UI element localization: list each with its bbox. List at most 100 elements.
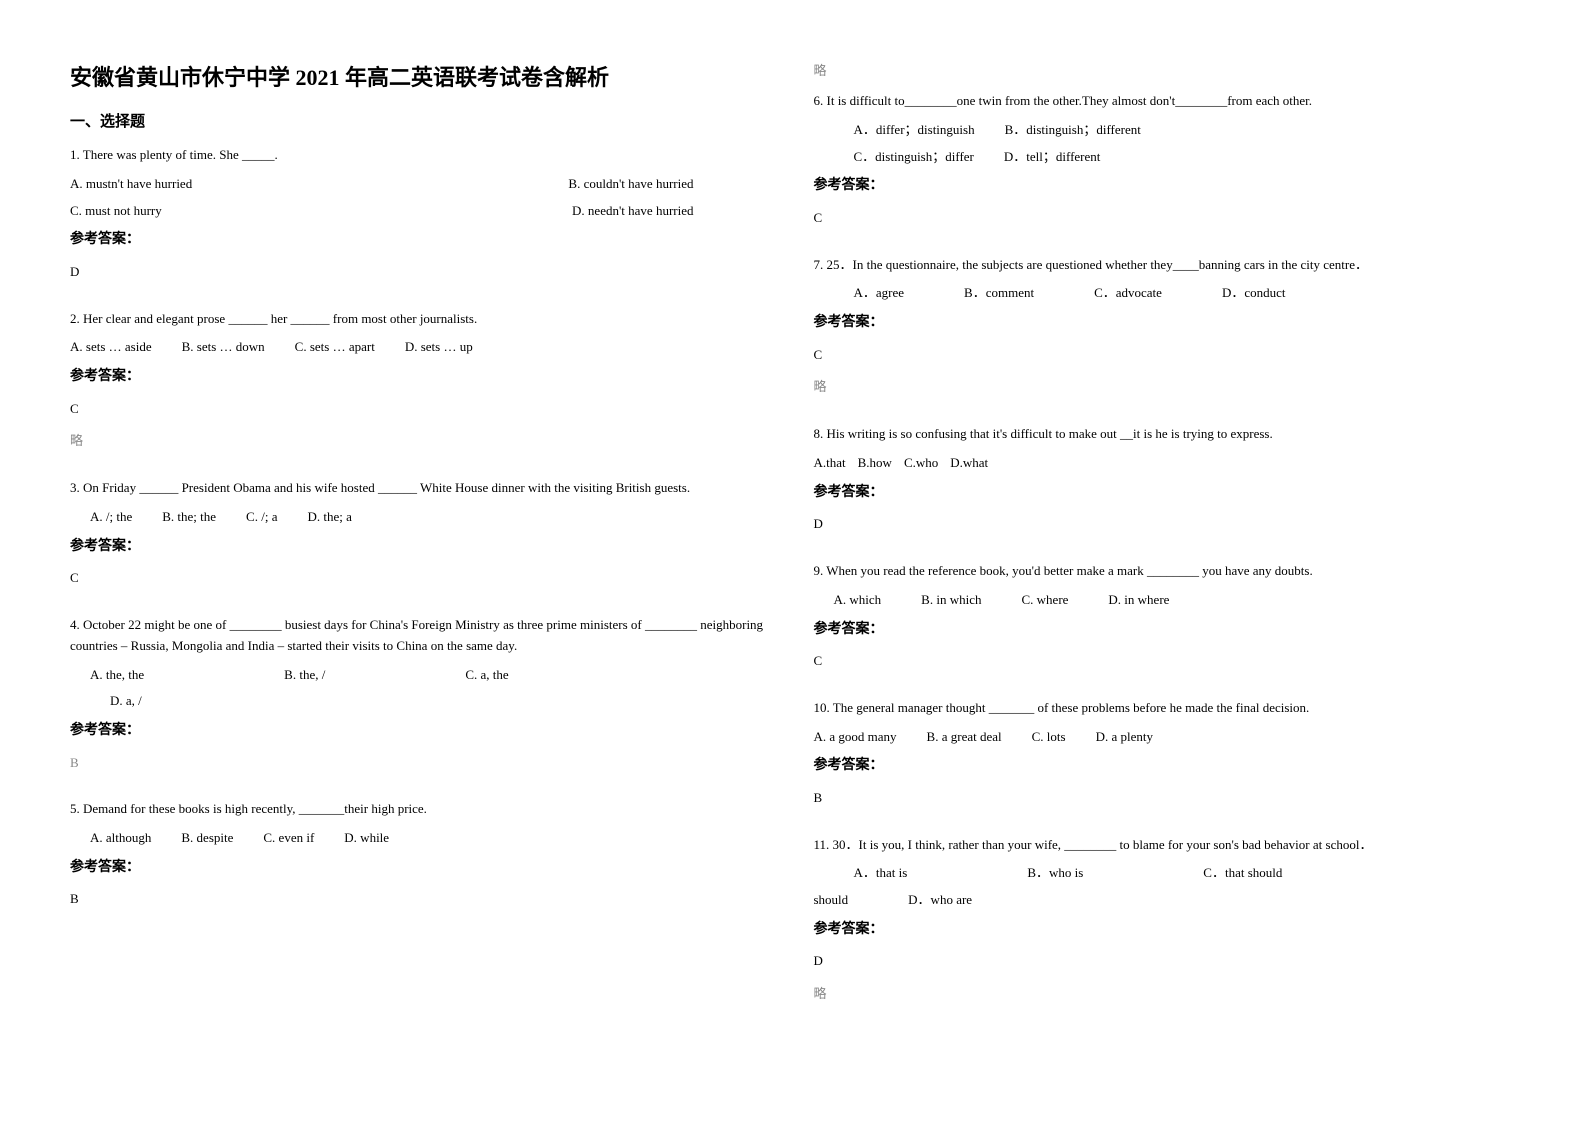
question-2: 2. Her clear and elegant prose ______ he…: [70, 309, 774, 465]
q11-optD: D．who are: [908, 890, 972, 911]
q9-optC: C. where: [1021, 590, 1068, 611]
q10-text: 10. The general manager thought _______ …: [814, 698, 1518, 719]
q7-lue: 略: [814, 377, 1518, 398]
q4-optB: B. the, /: [284, 665, 325, 686]
q10-optC: C. lots: [1032, 727, 1066, 748]
q7-optD: D．conduct: [1222, 283, 1286, 304]
question-9: 9. When you read the reference book, you…: [814, 561, 1518, 684]
q4-answer: B: [70, 753, 774, 774]
q9-optD: D. in where: [1108, 590, 1169, 611]
question-5: 5. Demand for these books is high recent…: [70, 799, 774, 922]
q5-optD: D. while: [344, 828, 389, 849]
right-column: 略 6. It is difficult to________one twin …: [794, 60, 1538, 1062]
q6-text: 6. It is difficult to________one twin fr…: [814, 91, 1518, 112]
q1-text: 1. There was plenty of time. She _____.: [70, 145, 774, 166]
q11-optC: C．that should: [1203, 863, 1282, 884]
q9-text: 9. When you read the reference book, you…: [814, 561, 1518, 582]
q5-options: A. although B. despite C. even if D. whi…: [70, 828, 774, 849]
q11-lue: 略: [814, 984, 1518, 1005]
q6-answer-label: 参考答案：: [814, 175, 1518, 197]
q8-optC: C.who: [904, 453, 938, 474]
q6-answer: C: [814, 208, 1518, 229]
q6-optD: D．tell；different: [1004, 147, 1101, 168]
q11-optB: B．who is: [1027, 863, 1083, 884]
q2-options: A. sets … aside B. sets … down C. sets ……: [70, 337, 774, 358]
q11-options-row2: should D．who are: [814, 890, 1518, 911]
q7-answer-label: 参考答案：: [814, 312, 1518, 334]
q3-answer: C: [70, 568, 774, 589]
q3-text: 3. On Friday ______ President Obama and …: [70, 478, 774, 499]
q2-answer: C: [70, 399, 774, 420]
q6-optC: C．distinguish；differ: [854, 147, 974, 168]
q4-optA: A. the, the: [90, 665, 144, 686]
q2-optB: B. sets … down: [182, 337, 265, 358]
q1-optB: B. couldn't have hurried: [568, 174, 693, 195]
q3-optC: C. /; a: [246, 507, 277, 528]
q7-optB: B．comment: [964, 283, 1034, 304]
q4-optD: D. a, /: [70, 691, 774, 712]
q3-options: A. /; the B. the; the C. /; a D. the; a: [70, 507, 774, 528]
left-column: 安徽省黄山市休宁中学 2021 年高二英语联考试卷含解析 一、选择题 1. Th…: [50, 60, 794, 1062]
q10-answer: B: [814, 788, 1518, 809]
q11-cont: should: [814, 890, 849, 911]
q5-optB: B. despite: [181, 828, 233, 849]
q5-answer: B: [70, 889, 774, 910]
question-1: 1. There was plenty of time. She _____. …: [70, 145, 774, 295]
q9-optA: A. which: [834, 590, 882, 611]
q8-answer: D: [814, 514, 1518, 535]
question-10: 10. The general manager thought _______ …: [814, 698, 1518, 821]
q8-options: A.that B.how C.who D.what: [814, 453, 1518, 474]
q10-optB: B. a great deal: [927, 727, 1002, 748]
q7-answer: C: [814, 345, 1518, 366]
q8-optD: D.what: [950, 453, 988, 474]
q5-optA: A. although: [90, 828, 151, 849]
question-11: 11. 30．It is you, I think, rather than y…: [814, 835, 1518, 1017]
q7-optA: A．agree: [854, 283, 905, 304]
q9-options: A. which B. in which C. where D. in wher…: [814, 590, 1518, 611]
q11-answer-label: 参考答案：: [814, 919, 1518, 941]
q6-optB: B．distinguish；different: [1005, 120, 1141, 141]
document-title: 安徽省黄山市休宁中学 2021 年高二英语联考试卷含解析: [70, 60, 774, 92]
q2-optA: A. sets … aside: [70, 337, 152, 358]
q10-optD: D. a plenty: [1096, 727, 1153, 748]
q6-options-row1: A．differ；distinguish B．distinguish；diffe…: [814, 120, 1518, 141]
q10-optA: A. a good many: [814, 727, 897, 748]
q7-options: A．agree B．comment C．advocate D．conduct: [814, 283, 1518, 304]
q4-answer-label: 参考答案：: [70, 720, 774, 742]
question-4: 4. October 22 might be one of ________ b…: [70, 615, 774, 785]
q1-answer: D: [70, 262, 774, 283]
q9-optB: B. in which: [921, 590, 981, 611]
q6-options-row2: C．distinguish；differ D．tell；different: [814, 147, 1518, 168]
q3-answer-label: 参考答案：: [70, 536, 774, 558]
q3-optA: A. /; the: [90, 507, 132, 528]
q1-options-row2: C. must not hurry D. needn't have hurrie…: [70, 201, 774, 222]
q9-answer-label: 参考答案：: [814, 619, 1518, 641]
q2-optC: C. sets … apart: [295, 337, 375, 358]
q4-options-row1: A. the, the B. the, / C. a, the: [70, 665, 774, 686]
question-3: 3. On Friday ______ President Obama and …: [70, 478, 774, 601]
question-6: 6. It is difficult to________one twin fr…: [814, 91, 1518, 241]
top-lue: 略: [814, 60, 1518, 79]
q2-optD: D. sets … up: [405, 337, 473, 358]
q1-optC: C. must not hurry: [70, 201, 162, 222]
question-8: 8. His writing is so confusing that it's…: [814, 424, 1518, 547]
q5-optC: C. even if: [263, 828, 314, 849]
q2-answer-label: 参考答案：: [70, 366, 774, 388]
q4-optC: C. a, the: [465, 665, 508, 686]
q10-options: A. a good many B. a great deal C. lots D…: [814, 727, 1518, 748]
q8-optB: B.how: [858, 453, 892, 474]
q1-optD: D. needn't have hurried: [572, 201, 693, 222]
q6-optA: A．differ；distinguish: [854, 120, 975, 141]
question-7: 7. 25．In the questionnaire, the subjects…: [814, 255, 1518, 411]
q2-lue: 略: [70, 431, 774, 452]
q3-optD: D. the; a: [307, 507, 351, 528]
q10-answer-label: 参考答案：: [814, 755, 1518, 777]
q11-options-row1: A．that is B．who is C．that should: [814, 863, 1518, 884]
q11-optA: A．that is: [854, 863, 908, 884]
q8-text: 8. His writing is so confusing that it's…: [814, 424, 1518, 445]
q1-options-row1: A. mustn't have hurried B. couldn't have…: [70, 174, 774, 195]
q5-text: 5. Demand for these books is high recent…: [70, 799, 774, 820]
q11-answer: D: [814, 951, 1518, 972]
q8-answer-label: 参考答案：: [814, 482, 1518, 504]
q7-text: 7. 25．In the questionnaire, the subjects…: [814, 255, 1518, 276]
